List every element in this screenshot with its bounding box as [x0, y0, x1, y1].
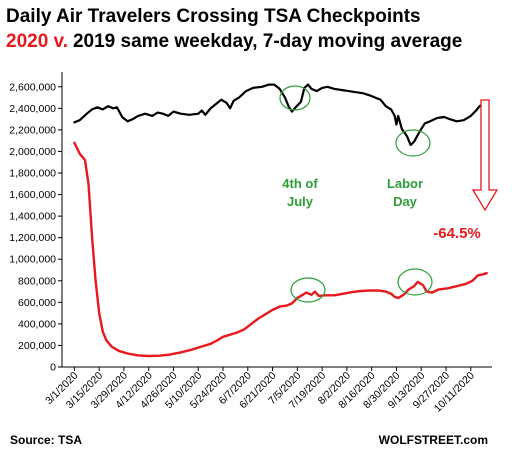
y-tick-label: 200,000 — [18, 340, 56, 352]
highlight-ellipse-july4-2019 — [279, 85, 311, 111]
y-tick-label: 400,000 — [18, 318, 56, 330]
y-tick-label: 2,200,000 — [9, 124, 56, 136]
y-tick-label: 1,000,000 — [9, 254, 56, 266]
annotation-labor-line2: Day — [393, 194, 418, 209]
highlight-ellipse-laborday-2019 — [395, 129, 431, 157]
series-layer — [73, 83, 488, 358]
y-tick-label: 2,600,000 — [9, 81, 56, 93]
chart-title-black-part: 2019 same weekday, 7-day moving average — [73, 31, 462, 52]
highlight-ellipse-laborday-2020 — [397, 268, 433, 296]
source-label: Source: TSA — [10, 433, 82, 447]
y-tick-label: 600,000 — [18, 297, 56, 309]
y-tick-label: 1,600,000 — [9, 189, 56, 201]
y-tick-label: 800,000 — [18, 275, 56, 287]
y-tick-label: 1,400,000 — [9, 211, 56, 223]
brand-label: WOLFSTREET.com — [379, 433, 488, 447]
y-tick-label: 0 — [50, 362, 56, 374]
y-tick-label: 2,000,000 — [9, 146, 56, 158]
series-line-2020 — [73, 141, 488, 358]
annotation-labor-line1: Labor — [387, 176, 423, 191]
highlight-ellipse-july4-2020 — [290, 277, 326, 303]
chart-title-line1: Daily Air Travelers Crossing TSA Checkpo… — [6, 6, 421, 27]
annotation-july4-line1: 4th of — [282, 176, 318, 191]
decline-arrow — [471, 99, 499, 212]
chart-title-red-part: 2020 v. — [6, 31, 68, 52]
y-tick-label: 1,200,000 — [9, 232, 56, 244]
annotation-july4-line2: July — [287, 194, 314, 209]
chart-title-line2: 2020 v. 2019 same weekday, 7-day moving a… — [6, 31, 462, 52]
y-tick-label: 1,800,000 — [9, 168, 56, 180]
y-axis: 0 200,000 400,000 600,000 800,000 1,000,000 1,… — [9, 72, 63, 374]
x-axis: 3/1/20203/15/20203/29/20204/12/20204/26/… — [43, 366, 492, 415]
y-tick-label: 2,400,000 — [9, 103, 56, 115]
annotation-pct-change: -64.5% — [433, 225, 481, 242]
